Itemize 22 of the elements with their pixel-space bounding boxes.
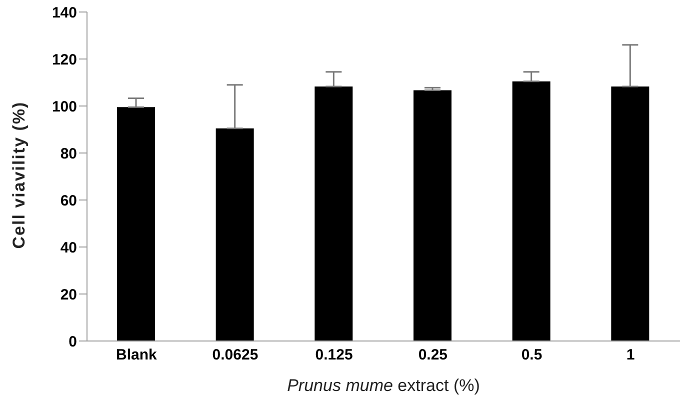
x-tick-label: 0.25 (418, 346, 448, 364)
x-tick-label: Blank (116, 346, 158, 364)
x-tick-label: 1 (626, 346, 635, 364)
y-tick-label: 120 (52, 51, 77, 68)
bar (314, 86, 353, 341)
y-tick-label: 80 (60, 145, 77, 162)
x-tick-label: 0.5 (521, 346, 542, 364)
y-tick-label: 140 (52, 4, 77, 22)
x-tick-label: 0.125 (315, 346, 353, 364)
x-tick-label: 0.0625 (212, 346, 258, 364)
bar (414, 90, 452, 341)
x-axis-title: Prunus mume extract (%) (287, 376, 480, 395)
bar (117, 107, 155, 341)
y-axis-title: Cell viavility (%) (10, 101, 30, 249)
y-tick-label: 60 (60, 192, 77, 210)
y-tick-label: 20 (60, 286, 77, 304)
y-tick-label: 100 (52, 98, 77, 116)
y-tick-label: 0 (68, 333, 77, 350)
bar (611, 86, 650, 341)
bar (512, 81, 550, 341)
bar (216, 128, 254, 341)
y-tick-label: 40 (60, 239, 77, 256)
